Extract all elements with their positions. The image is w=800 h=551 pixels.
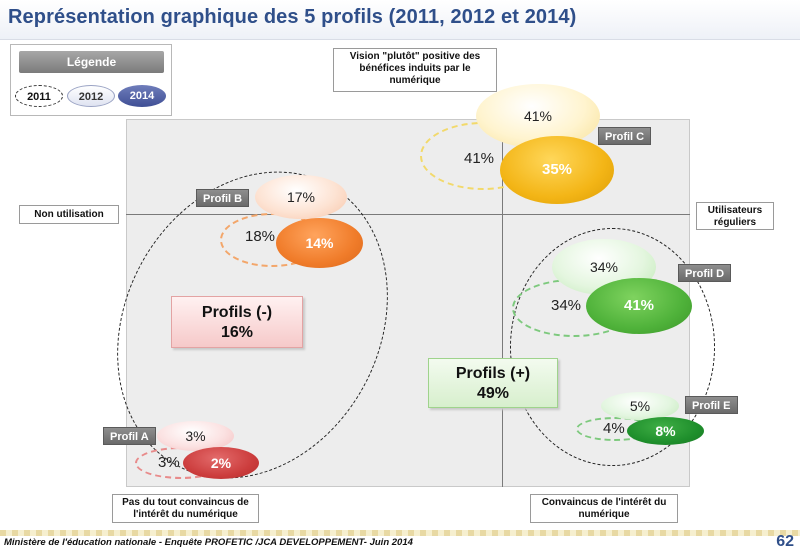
legend-2011: 2011: [15, 85, 63, 107]
profile-c-tag: Profil C: [598, 127, 652, 145]
legend: Légende 2011 2012 2014: [10, 44, 172, 116]
negative-profiles-label: Profils (-): [201, 304, 273, 321]
profile-e-2014-value: 8%: [655, 423, 676, 439]
profile-d-2014-oval: 41%: [586, 278, 692, 334]
profile-d-tag: Profil D: [678, 264, 732, 282]
profile-b-2014-value: 14%: [305, 235, 334, 251]
profile-c-2012-value: 41%: [523, 108, 553, 124]
profile-a-2014-value: 2%: [210, 455, 232, 471]
profile-b-2012-oval: 17%: [255, 175, 347, 219]
profile-c-2014-oval: 35%: [500, 136, 614, 204]
profile-d-2011-value: 34%: [551, 297, 582, 314]
axis-label-top: Vision "plutôt" positive des bénéfices i…: [333, 48, 497, 92]
profile-b-2012-value: 17%: [286, 189, 316, 205]
axis-label-left: Non utilisation: [19, 205, 119, 224]
page-title: Représentation graphique des 5 profils (…: [8, 6, 577, 28]
profile-c-2011-value: 41%: [464, 150, 495, 167]
footer-text: Ministère de l'éducation nationale - Enq…: [4, 537, 413, 548]
profile-e-2012-oval: 5%: [601, 392, 679, 420]
positive-profiles-value: 49%: [476, 385, 510, 402]
profile-a-2011-value: 3%: [158, 454, 180, 471]
profile-b-2014-oval: 14%: [276, 218, 363, 268]
horizontal-axis: [126, 214, 690, 215]
profile-b-2011-value: 18%: [245, 228, 276, 245]
positive-profiles-callout: Profils (+) 49%: [428, 358, 558, 408]
profile-a-2012-oval: 3%: [157, 421, 234, 451]
profile-e-tag: Profil E: [685, 396, 738, 414]
axis-label-bottom-left: Pas du tout convaincus de l'intérêt du n…: [112, 494, 259, 523]
profile-d-2014-value: 41%: [623, 297, 655, 314]
page-number: 62: [776, 533, 794, 550]
profile-e-2011-value: 4%: [603, 420, 625, 437]
profile-a-tag: Profil A: [103, 427, 156, 445]
profile-c-2014-value: 35%: [541, 161, 573, 178]
axis-label-right: Utilisateurs réguliers: [696, 202, 774, 230]
title-bar: Représentation graphique des 5 profils (…: [0, 0, 800, 40]
axis-label-bottom-right: Convaincus de l'intérêt du numérique: [530, 494, 678, 523]
profile-d-2012-value: 34%: [589, 259, 619, 275]
profile-e-2012-value: 5%: [629, 398, 651, 414]
profile-b-tag: Profil B: [196, 189, 250, 207]
legend-2012: 2012: [67, 85, 115, 107]
profile-a-2014-oval: 2%: [183, 447, 259, 479]
positive-group-outline: [510, 228, 715, 466]
negative-profiles-callout: Profils (-) 16%: [171, 296, 303, 348]
legend-title: Légende: [19, 51, 164, 73]
footer-border: [0, 530, 800, 536]
positive-profiles-label: Profils (+): [455, 365, 531, 382]
profile-e-2014-oval: 8%: [627, 417, 704, 445]
vertical-axis: [502, 119, 503, 487]
negative-profiles-value: 16%: [220, 324, 254, 341]
profile-a-2012-value: 3%: [185, 428, 206, 444]
legend-2014: 2014: [118, 85, 166, 107]
